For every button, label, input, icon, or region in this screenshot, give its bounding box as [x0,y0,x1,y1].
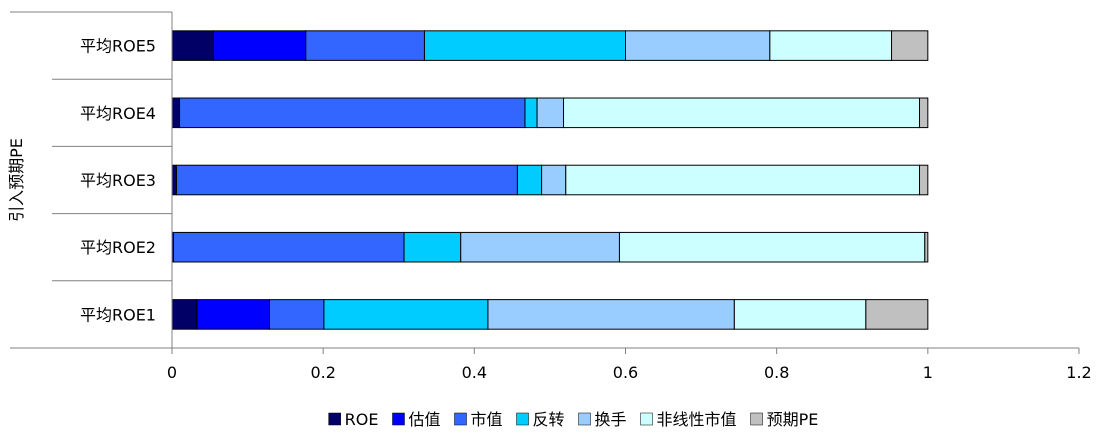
legend-label: 反转 [533,410,565,429]
bar-segment-2-5 [536,97,565,129]
x-tick-label: 0.2 [310,363,335,382]
bar-segment-4-6 [618,231,926,263]
x-tick-label: 1 [923,363,933,382]
bar-segment-2-4 [524,97,538,129]
bar-segment-1-2 [213,30,307,61]
category-label: 平均ROE3 [80,171,156,190]
category-label: 平均ROE1 [80,305,156,324]
legend: ROE 估值 市值 反转 换手 非线性市值 预期PE [328,410,819,429]
bar-segment-1-1 [171,30,215,61]
bar-segment-1-4 [423,30,627,61]
bar-segment-5-6 [733,299,867,330]
bar-segment-2-7 [919,97,929,129]
legend-swatch-2 [392,412,405,426]
bar-segment-5-2 [196,299,270,330]
bar-segment-2-1 [171,97,181,129]
bar-segment-4-7 [924,231,929,263]
bar-segment-5-7 [865,299,929,330]
bar-segment-3-1 [171,164,178,196]
bar-segment-1-7 [891,30,929,61]
legend-label: 市值 [471,410,503,429]
legend-swatch-5 [578,412,591,426]
bar-segment-1-6 [769,30,893,61]
bar-segment-3-4 [516,164,543,196]
legend-swatch-1 [328,412,341,426]
bar-segment-3-7 [919,164,929,196]
group-label: 引入预期PE [7,138,26,222]
legend-swatch-7 [750,412,763,426]
x-tick-label: 1.2 [1066,363,1091,382]
bar-segment-1-3 [305,30,425,61]
bar-segment-5-4 [323,299,489,330]
legend-label: ROE [345,410,379,429]
legend-label: 估值 [408,410,440,429]
plot-area [171,30,929,330]
category-label: 平均ROE5 [80,37,156,56]
legend-label: 非线性市值 [657,410,737,429]
x-tick-label: 0.8 [764,363,789,382]
bar-segment-4-5 [460,231,620,263]
bar-segment-2-3 [179,97,526,129]
legend-label: 换手 [595,410,627,429]
bar-segment-5-3 [269,299,325,330]
bar-segment-5-1 [171,299,198,330]
legend-swatch-4 [516,412,529,426]
axes: 平均ROE5 平均ROE4 平均ROE3 平均ROE2 平均ROE1 0 0.2 0.4 0.6… [7,11,1092,382]
legend-label: 预期PE [767,410,819,429]
bar-segment-3-5 [541,164,567,196]
bar-segment-4-4 [403,231,462,263]
bar-segment-1-5 [625,30,771,61]
category-label: 平均ROE2 [80,238,156,257]
x-tick-label: 0.4 [462,363,487,382]
x-tick-label: 0 [167,363,177,382]
legend-swatch-6 [640,412,653,426]
legend-swatch-3 [454,412,467,426]
category-label: 平均ROE4 [80,104,156,123]
bar-segment-4-3 [173,231,405,263]
bar-segment-2-6 [563,97,921,129]
bar-segment-3-6 [565,164,921,196]
bar-segment-5-5 [487,299,735,330]
x-tick-label: 0.6 [613,363,638,382]
bar-segment-3-3 [176,164,518,196]
